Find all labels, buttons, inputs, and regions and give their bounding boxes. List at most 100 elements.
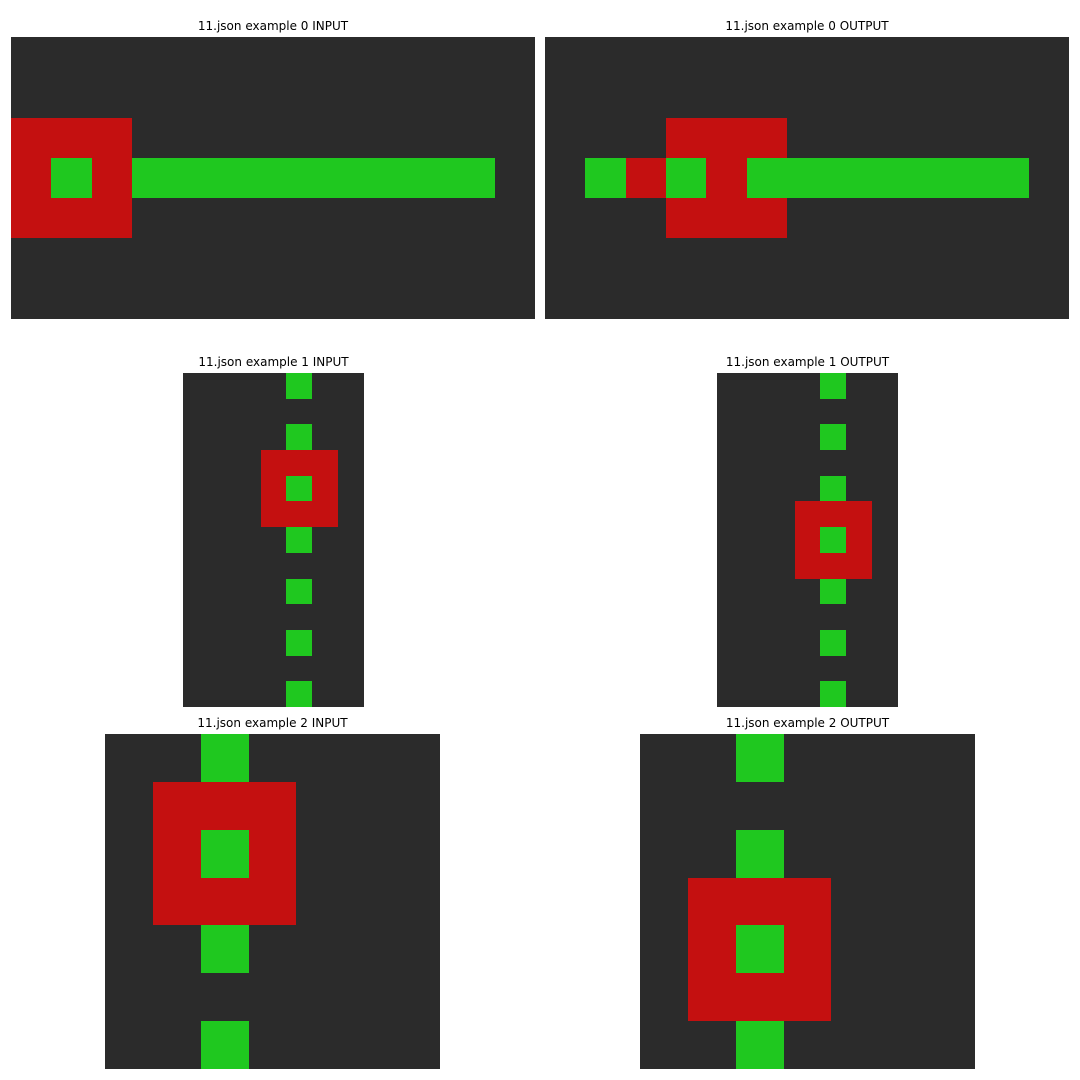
- background-cell: [51, 279, 92, 319]
- background-cell: [153, 1021, 201, 1069]
- background-cell: [872, 656, 898, 681]
- background-cell: [988, 118, 1029, 158]
- background-cell: [827, 279, 867, 319]
- background-cell: [495, 77, 535, 118]
- background-cell: [769, 681, 795, 707]
- background-cell: [51, 37, 92, 77]
- background-cell: [132, 279, 172, 319]
- background-cell: [132, 118, 172, 158]
- background-cell: [846, 579, 872, 604]
- background-cell: [846, 604, 872, 630]
- background-cell: [795, 681, 820, 707]
- background-cell: [414, 37, 454, 77]
- red-cell: [51, 198, 92, 238]
- background-cell: [296, 1021, 344, 1069]
- background-cell: [927, 973, 975, 1021]
- background-cell: [253, 118, 293, 158]
- green-cell: [286, 681, 312, 707]
- background-cell: [105, 734, 153, 782]
- green-cell: [201, 830, 249, 878]
- background-cell: [784, 1021, 831, 1069]
- green-cell: [51, 158, 92, 198]
- background-cell: [827, 198, 867, 238]
- background-cell: [545, 198, 585, 238]
- background-cell: [374, 77, 414, 118]
- background-cell: [872, 476, 898, 501]
- background-cell: [235, 604, 261, 630]
- background-cell: [795, 399, 820, 424]
- red-cell: [747, 198, 787, 238]
- background-cell: [209, 476, 235, 501]
- background-cell: [296, 782, 344, 830]
- green-cell: [286, 424, 312, 450]
- background-cell: [769, 373, 795, 399]
- red-cell: [249, 830, 296, 878]
- red-cell: [688, 878, 736, 925]
- background-cell: [344, 734, 392, 782]
- background-cell: [879, 878, 927, 925]
- green-cell: [867, 158, 908, 198]
- background-cell: [253, 238, 293, 279]
- background-cell: [717, 681, 743, 707]
- background-cell: [11, 37, 51, 77]
- background-cell: [908, 77, 948, 118]
- background-cell: [183, 399, 209, 424]
- background-cell: [872, 373, 898, 399]
- background-cell: [183, 450, 209, 476]
- red-cell: [249, 782, 296, 830]
- background-cell: [846, 656, 872, 681]
- background-cell: [784, 782, 831, 830]
- background-cell: [344, 782, 392, 830]
- background-cell: [948, 118, 988, 158]
- background-cell: [344, 925, 392, 973]
- green-cell: [293, 158, 333, 198]
- background-cell: [831, 1021, 879, 1069]
- background-cell: [666, 37, 706, 77]
- background-cell: [867, 279, 908, 319]
- background-cell: [872, 501, 898, 527]
- background-cell: [392, 734, 440, 782]
- green-cell: [172, 158, 213, 198]
- background-cell: [312, 527, 338, 553]
- background-cell: [1029, 238, 1069, 279]
- background-cell: [706, 77, 747, 118]
- background-cell: [338, 553, 364, 579]
- background-cell: [495, 118, 535, 158]
- grid: [545, 37, 1069, 319]
- background-cell: [209, 553, 235, 579]
- background-cell: [286, 399, 312, 424]
- red-cell: [846, 527, 872, 553]
- background-cell: [338, 656, 364, 681]
- green-cell: [333, 158, 374, 198]
- red-cell: [820, 501, 846, 527]
- background-cell: [1029, 77, 1069, 118]
- background-cell: [872, 527, 898, 553]
- background-cell: [626, 279, 666, 319]
- background-cell: [495, 37, 535, 77]
- green-cell: [286, 527, 312, 553]
- background-cell: [545, 158, 585, 198]
- background-cell: [495, 198, 535, 238]
- red-cell: [784, 973, 831, 1021]
- background-cell: [585, 37, 626, 77]
- background-cell: [988, 77, 1029, 118]
- red-cell: [261, 450, 286, 476]
- background-cell: [392, 830, 440, 878]
- background-cell: [769, 424, 795, 450]
- background-cell: [183, 501, 209, 527]
- background-cell: [249, 1021, 296, 1069]
- background-cell: [312, 681, 338, 707]
- background-cell: [183, 527, 209, 553]
- background-cell: [706, 279, 747, 319]
- green-cell: [374, 158, 414, 198]
- background-cell: [293, 118, 333, 158]
- green-cell: [820, 527, 846, 553]
- red-cell: [736, 973, 784, 1021]
- background-cell: [787, 118, 827, 158]
- background-cell: [545, 238, 585, 279]
- green-cell: [253, 158, 293, 198]
- background-cell: [235, 450, 261, 476]
- background-cell: [392, 973, 440, 1021]
- background-cell: [153, 925, 201, 973]
- background-cell: [235, 399, 261, 424]
